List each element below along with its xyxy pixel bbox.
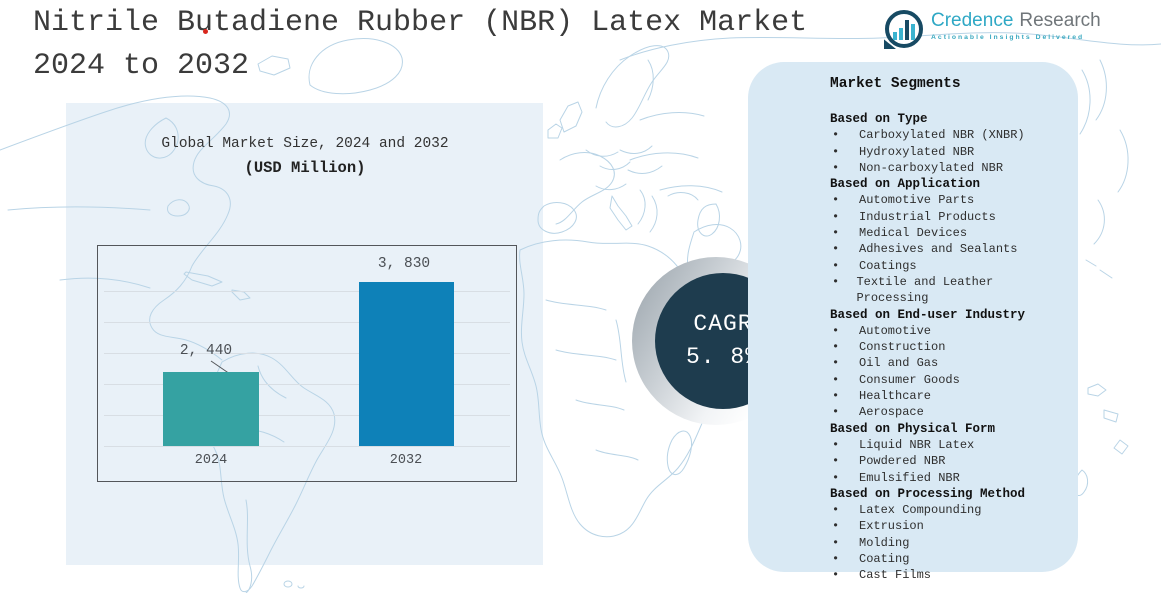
bullet-icon: • [832, 226, 840, 241]
segment-group-processing-method: Based on Processing Method • Latex Compou… [830, 486, 1052, 584]
title-red-dot [203, 29, 208, 34]
bullet-icon: • [832, 274, 840, 289]
bar-2032 [359, 282, 454, 446]
segments-title: Market Segments [830, 76, 961, 92]
gridline [104, 446, 510, 447]
list-item: • Oil and Gas [832, 356, 939, 371]
bullet-icon: • [832, 128, 840, 143]
segment-group-end-user: Based on End-user Industry • Automotive •… [830, 307, 1052, 421]
page-title-line2: 2024 to 2032 [33, 49, 250, 83]
bullet-icon: • [832, 372, 840, 387]
list-item: • Construction [832, 340, 946, 355]
list-item: • Medical Devices [832, 226, 968, 241]
list-item: • Automotive [832, 323, 932, 338]
page-title: Nitrile Butadiene Rubber (NBR) Latex Mar… [33, 2, 807, 88]
cagr-value: 5. 8% [685, 344, 760, 370]
bullet-icon: • [832, 552, 840, 567]
bar-value-2032: 3, 830 [377, 256, 431, 272]
list-item: • Coating [832, 552, 910, 567]
bullet-icon: • [832, 535, 840, 550]
list-item: • Molding [832, 535, 910, 550]
logo-brand-secondary: Research [1019, 10, 1101, 31]
segment-group-application: Based on Application • Automotive Parts •… [830, 176, 1052, 306]
market-segments-panel: Market Segments Based on Type • Carboxyla… [748, 62, 1078, 582]
bullet-icon: • [832, 437, 840, 452]
logo-brand-primary: Credence [931, 10, 1014, 31]
list-item: • Consumer Goods [832, 372, 960, 387]
bullet-icon: • [832, 405, 840, 420]
gridline [104, 322, 510, 323]
bullet-icon: • [832, 340, 840, 355]
logo-tagline: Actionable Insights Delivered [931, 34, 1085, 41]
bullet-icon: • [832, 519, 840, 534]
list-item: • Adhesives and Sealants [832, 242, 1018, 257]
bullet-icon: • [832, 209, 840, 224]
bullet-icon: • [832, 568, 840, 583]
bullet-icon: • [832, 470, 840, 485]
gridline [104, 415, 510, 416]
list-item: • Powdered NBR [832, 454, 946, 469]
world-map-outlines [0, 32, 1161, 593]
list-item: • Extrusion [832, 519, 924, 534]
value-callout-line [210, 360, 231, 375]
bullet-icon: • [832, 258, 840, 273]
list-item: • Cast Films [832, 568, 932, 583]
bullet-icon: • [832, 193, 840, 208]
bar-chart-bubble-icon [884, 10, 923, 49]
chart-subtitle: (USD Million) [244, 159, 366, 177]
bullet-icon: • [832, 242, 840, 257]
list-item: • Healthcare [832, 389, 932, 404]
bullet-icon: • [832, 144, 840, 159]
segment-group-physical-form: Based on Physical Form • Liquid NBR Latex… [830, 421, 1052, 486]
segment-group-type: Based on Type • Carboxylated NBR (XNBR) •… [830, 111, 1052, 176]
list-item: • Non-carboxylated NBR [832, 160, 1004, 175]
list-item: • Aerospace [832, 405, 924, 420]
bullet-icon: • [832, 389, 840, 404]
axis-label-2032: 2032 [389, 453, 423, 468]
list-item: • Coatings [832, 258, 917, 273]
bullet-icon: • [832, 323, 840, 338]
bar-chart: 2, 440 3, 830 2024 2032 [97, 245, 517, 482]
list-item: • Textile and Leather Processing [832, 274, 994, 306]
list-item: • Liquid NBR Latex [832, 437, 975, 452]
chart-title: Global Market Size, 2024 and 2032 [161, 136, 449, 152]
list-item: • Industrial Products [832, 209, 996, 224]
bullet-icon: • [832, 160, 840, 175]
bullet-icon: • [832, 356, 840, 371]
gridline [104, 291, 510, 292]
list-item: • Emulsified NBR [832, 470, 960, 485]
bar-2024 [163, 372, 259, 446]
chart-background-panel [66, 103, 543, 565]
list-item: • Carboxylated NBR (XNBR) [832, 128, 1025, 143]
bullet-icon: • [832, 503, 840, 518]
axis-label-2024: 2024 [194, 453, 228, 468]
list-item: • Hydroxylated NBR [832, 144, 975, 159]
list-item: • Automotive Parts [832, 193, 975, 208]
list-item: • Latex Compounding [832, 503, 982, 518]
bullet-icon: • [832, 454, 840, 469]
gridline [104, 353, 510, 354]
credence-research-logo: Credence Research Actionable Insights De… [884, 10, 1101, 49]
bar-value-2024: 2, 440 [179, 343, 233, 359]
logo-text: Credence Research Actionable Insights De… [931, 10, 1101, 41]
page-title-line1: Nitrile Butadiene Rubber (NBR) Latex Mar… [33, 6, 808, 40]
gridline [104, 384, 510, 385]
cagr-label: CAGR [693, 311, 753, 337]
